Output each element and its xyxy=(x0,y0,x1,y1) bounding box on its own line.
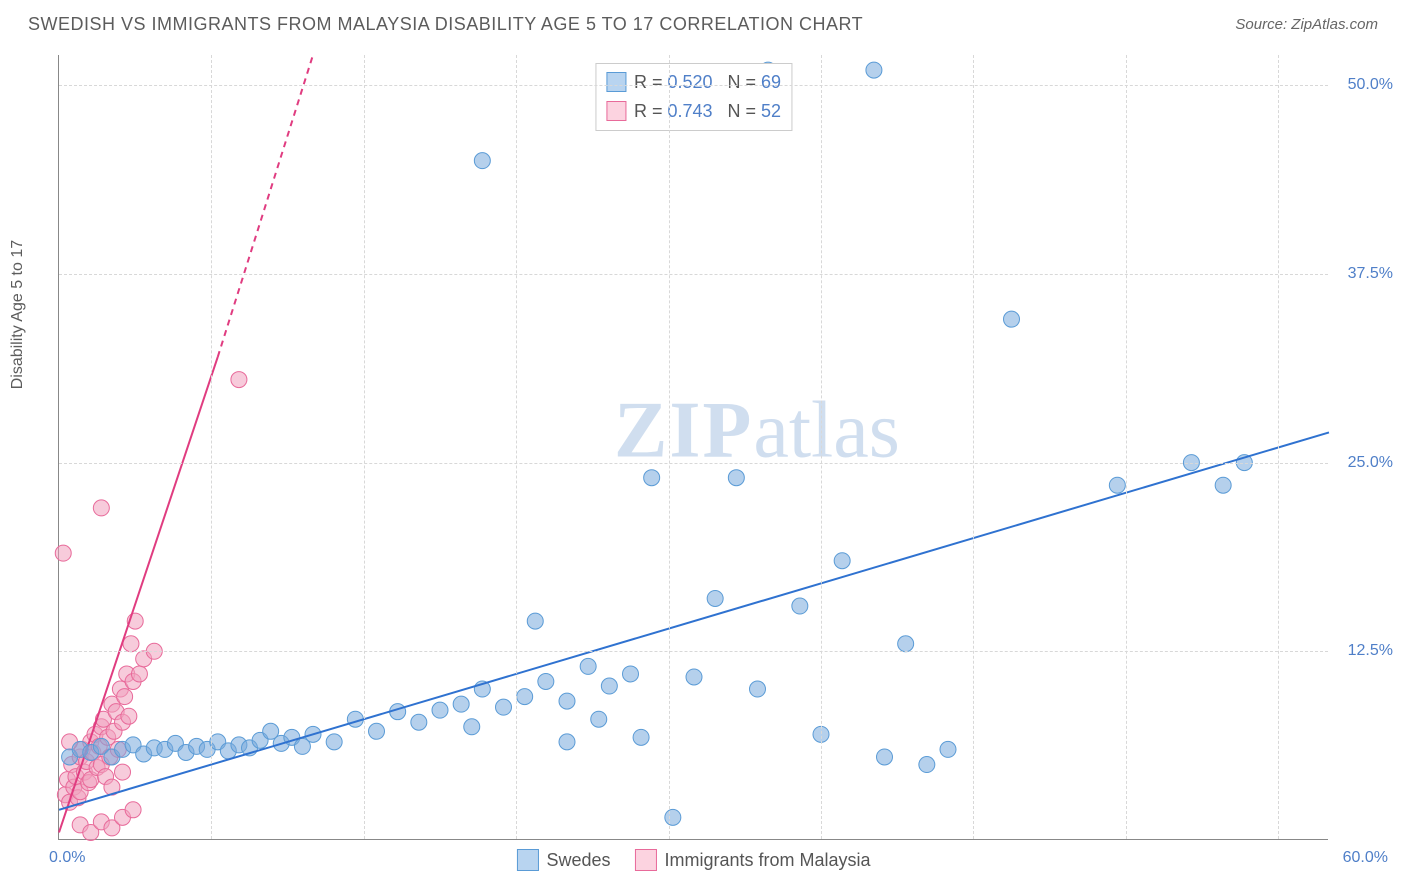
correlation-legend-row: R = 0.520 N = 69 xyxy=(606,68,781,97)
chart-container: Disability Age 5 to 17 ZIPatlas R = 0.52… xyxy=(28,45,1378,865)
chart-title: SWEDISH VS IMMIGRANTS FROM MALAYSIA DISA… xyxy=(28,14,863,35)
legend-swatch-blue xyxy=(606,72,626,92)
x-tick-label: 0.0% xyxy=(49,849,85,867)
legend-r-label: R = 0.520 N = 69 xyxy=(634,68,781,97)
y-axis-label: Disability Age 5 to 17 xyxy=(9,240,27,389)
series-legend-label: Swedes xyxy=(546,850,610,871)
series-legend-item: Immigrants from Malaysia xyxy=(635,849,871,871)
source-attribution: Source: ZipAtlas.com xyxy=(1235,16,1378,33)
correlation-legend: R = 0.520 N = 69 R = 0.743 N = 52 xyxy=(595,63,792,131)
legend-swatch-pink xyxy=(635,849,657,871)
legend-swatch-blue xyxy=(516,849,538,871)
y-tick-label: 25.0% xyxy=(1348,454,1393,472)
y-tick-label: 37.5% xyxy=(1348,265,1393,283)
series-legend-label: Immigrants from Malaysia xyxy=(665,850,871,871)
source-name: ZipAtlas.com xyxy=(1291,16,1378,33)
legend-r-label: R = 0.743 N = 52 xyxy=(634,97,781,126)
series-legend-item: Swedes xyxy=(516,849,610,871)
legend-swatch-pink xyxy=(606,101,626,121)
scatter-svg xyxy=(59,55,1328,839)
y-tick-label: 12.5% xyxy=(1348,642,1393,660)
source-prefix: Source: xyxy=(1235,16,1291,33)
y-tick-label: 50.0% xyxy=(1348,76,1393,94)
series-legend: Swedes Immigrants from Malaysia xyxy=(516,849,870,871)
chart-header: SWEDISH VS IMMIGRANTS FROM MALAYSIA DISA… xyxy=(0,0,1406,45)
plot-area: ZIPatlas R = 0.520 N = 69 R = 0.743 N = … xyxy=(58,55,1328,840)
correlation-legend-row: R = 0.743 N = 52 xyxy=(606,97,781,126)
x-tick-label: 60.0% xyxy=(1343,849,1388,867)
